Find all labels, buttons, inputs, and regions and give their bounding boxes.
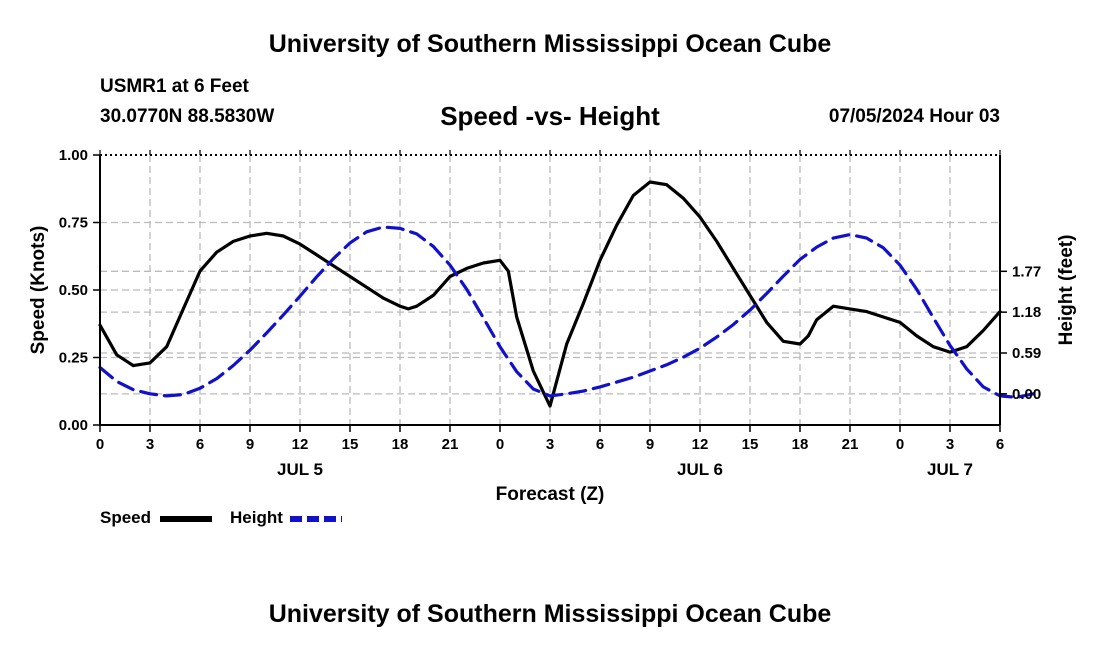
station-coordinates: 30.0770N 88.5830W	[100, 106, 275, 127]
x-tick-label: 12	[292, 436, 309, 453]
x-tick-label: 3	[146, 436, 154, 453]
main-title: University of Southern Mississippi Ocean…	[268, 30, 832, 58]
x-tick-label: 9	[246, 436, 254, 453]
chart-timestamp: 07/05/2024 Hour 03	[828, 106, 1000, 127]
x-tick-label: 6	[196, 436, 204, 453]
date-label: JUL 5	[277, 460, 323, 479]
y-tick-label: 1.00	[59, 147, 88, 164]
x-tick-label: 3	[546, 436, 554, 453]
legend-speed-swatch	[160, 516, 212, 522]
x-tick-label: 15	[342, 436, 359, 453]
y-tick-label: 0.25	[59, 350, 88, 367]
x-tick-label: 0	[896, 436, 904, 453]
x-tick-label: 6	[596, 436, 604, 453]
grid-layer	[100, 155, 1000, 425]
y2-tick-label: 1.18	[1012, 304, 1041, 321]
y-axis-label: Speed (Knots)	[28, 226, 49, 355]
y-tick-label: 0.00	[59, 417, 88, 434]
axis-layer	[93, 150, 1007, 432]
x-tick-label: 18	[392, 436, 409, 453]
date-label: JUL 6	[677, 460, 723, 479]
x-axis-label: Forecast (Z)	[496, 484, 605, 505]
legend-speed-label: Speed	[100, 508, 152, 527]
date-label: JUL 7	[927, 460, 973, 479]
y2-tick-label: 0.59	[1012, 345, 1041, 362]
x-tick-label: 9	[646, 436, 654, 453]
y-tick-label: 0.75	[59, 215, 88, 232]
series-line-speed	[98, 180, 1002, 408]
y2-tick-label: 1.77	[1012, 263, 1041, 280]
station-label: USMR1 at 6 Feet	[100, 76, 249, 97]
x-tick-label: 15	[742, 436, 759, 453]
x-tick-label: 0	[96, 436, 104, 453]
x-tick-label: 0	[496, 436, 504, 453]
legend-height-swatch	[290, 516, 342, 522]
y-tick-label: 0.50	[59, 282, 88, 299]
chart-title: Speed -vs- Height	[440, 101, 660, 131]
x-tick-label: 12	[692, 436, 709, 453]
y2-tick-label: 0.00	[1012, 386, 1041, 403]
footer-title: University of Southern Mississippi Ocean…	[268, 600, 832, 628]
legend-height-label: Height	[230, 508, 283, 527]
speed-height-chart: 0 3 6 9 12 15 18 21 0 3 6 9 12 15 18 21 0 3 6 0.00 0.25 0.50 0…	[28, 147, 1077, 505]
x-tick-label: 21	[842, 436, 859, 453]
x-tick-label: 6	[996, 436, 1004, 453]
y2-axis-label: Height (feet)	[1056, 235, 1077, 346]
x-tick-label: 18	[792, 436, 809, 453]
x-tick-label: 21	[442, 436, 459, 453]
series-line-height	[98, 225, 1035, 399]
label-layer: 0 3 6 9 12 15 18 21 0 3 6 9 12 15 18 21 0 3 6 0.00 0.25 0.50 0…	[28, 147, 1077, 505]
series-layer	[98, 180, 1035, 408]
x-tick-label: 3	[946, 436, 954, 453]
